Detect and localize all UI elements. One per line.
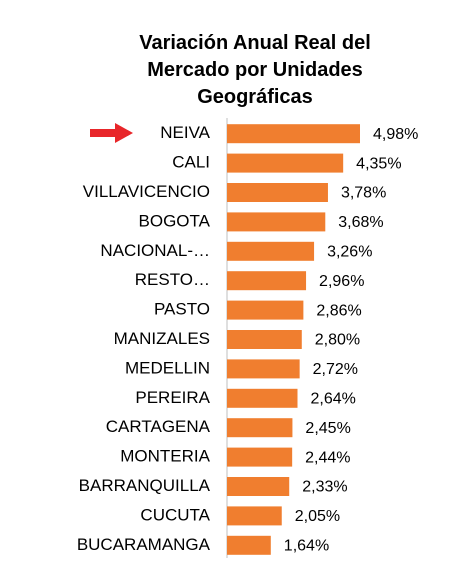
data-label: 2,64% bbox=[311, 391, 356, 408]
bar bbox=[227, 153, 344, 173]
data-label: 2,96% bbox=[319, 273, 364, 290]
y-tick-label: PEREIRA bbox=[135, 388, 210, 407]
y-tick-label: MEDELLIN bbox=[125, 358, 210, 377]
data-label: 2,86% bbox=[316, 302, 361, 319]
y-tick-label: NEIVA bbox=[160, 123, 210, 142]
data-label: 2,72% bbox=[313, 361, 358, 378]
y-tick-label: VILLAVICENCIO bbox=[83, 182, 210, 201]
data-label: 2,05% bbox=[295, 508, 340, 525]
bar bbox=[227, 535, 271, 555]
data-label: 2,45% bbox=[305, 420, 350, 437]
y-tick-label: PASTO bbox=[154, 300, 210, 319]
highlight-arrow bbox=[90, 123, 133, 143]
bar bbox=[227, 359, 300, 379]
data-label: 2,80% bbox=[315, 332, 360, 349]
y-tick-label: CARTAGENA bbox=[106, 417, 211, 436]
chart-title: Variación Anual Real del Mercado por Uni… bbox=[139, 32, 371, 108]
bar bbox=[227, 506, 282, 526]
y-tick-label: BUCARAMANGA bbox=[77, 535, 211, 554]
bar bbox=[227, 124, 360, 144]
data-label: 2,44% bbox=[305, 449, 350, 466]
y-tick-label: RESTO… bbox=[135, 270, 210, 289]
data-label: 2,33% bbox=[302, 479, 347, 496]
y-tick-label: BOGOTA bbox=[139, 211, 211, 230]
bar bbox=[227, 271, 307, 291]
bar bbox=[227, 418, 293, 438]
y-tick-label: CALI bbox=[172, 153, 210, 172]
data-label: 3,78% bbox=[341, 185, 386, 202]
bar bbox=[227, 183, 328, 202]
data-label: 4,35% bbox=[356, 155, 401, 172]
bar bbox=[227, 300, 304, 320]
y-tick-label: MONTERIA bbox=[120, 447, 210, 466]
data-label: 1,64% bbox=[284, 538, 329, 555]
data-label: 3,26% bbox=[327, 244, 372, 261]
bar bbox=[227, 477, 290, 496]
bar bbox=[227, 388, 298, 408]
y-tick-label: NACIONAL-… bbox=[100, 241, 210, 260]
y-tick-label: CUCUTA bbox=[140, 505, 210, 524]
y-tick-label: BARRANQUILLA bbox=[79, 476, 211, 495]
bar bbox=[227, 241, 315, 261]
y-tick-label: MANIZALES bbox=[114, 329, 210, 348]
bar bbox=[227, 447, 293, 467]
bar bbox=[227, 212, 326, 232]
data-label: 4,98% bbox=[373, 126, 418, 143]
bar bbox=[227, 330, 302, 349]
data-label: 3,68% bbox=[338, 214, 383, 231]
